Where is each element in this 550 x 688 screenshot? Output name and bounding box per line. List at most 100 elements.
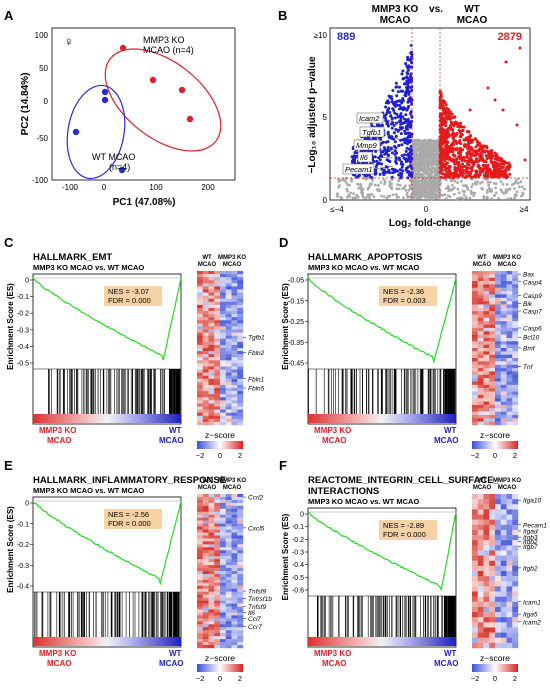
heat-cell bbox=[237, 323, 244, 327]
heat-cell bbox=[506, 571, 513, 577]
heat-cell bbox=[220, 298, 226, 302]
heat-cell bbox=[220, 421, 226, 426]
heat-cell bbox=[208, 274, 215, 278]
heat-cell bbox=[477, 637, 484, 644]
heat-cell bbox=[506, 622, 513, 628]
volcano-point-ns bbox=[410, 193, 413, 197]
heat-cell bbox=[225, 375, 232, 379]
heat-cell bbox=[489, 324, 496, 329]
volcano-point-ns bbox=[404, 184, 407, 188]
heat-cell bbox=[483, 581, 490, 587]
heat-cell bbox=[208, 529, 215, 533]
heat-cell bbox=[495, 622, 501, 628]
heat-cell bbox=[506, 411, 513, 416]
volcano-point-up bbox=[438, 161, 442, 165]
volcano-point-ns bbox=[418, 138, 421, 142]
volcano-point-ns bbox=[438, 190, 441, 194]
heat-cell bbox=[231, 544, 238, 548]
heat-cell bbox=[231, 326, 238, 330]
heat-cell bbox=[225, 326, 232, 330]
heat-cell bbox=[477, 271, 484, 275]
heat-cell bbox=[225, 630, 232, 634]
volcano-point-ns bbox=[485, 196, 489, 200]
heat-cell bbox=[237, 532, 244, 536]
volcano-point-down bbox=[399, 162, 403, 166]
heat-cell bbox=[208, 550, 215, 554]
volcano-point-down bbox=[398, 104, 402, 107]
volcano-point-down bbox=[390, 116, 394, 120]
heat-cell bbox=[512, 358, 519, 362]
heat-cell bbox=[208, 348, 215, 352]
heat-cell bbox=[483, 307, 490, 312]
heat-cell bbox=[208, 418, 215, 423]
heat-cell bbox=[495, 571, 501, 577]
heat-cell bbox=[225, 320, 232, 324]
volcano-point-ns bbox=[391, 193, 395, 197]
volcano-point-ns bbox=[516, 181, 520, 185]
heat-cell bbox=[477, 297, 484, 302]
volcano-point-down bbox=[392, 108, 396, 112]
heat-cell bbox=[214, 645, 221, 649]
heat-cell bbox=[237, 304, 244, 309]
heat-cell bbox=[477, 632, 484, 638]
heat-cell bbox=[495, 404, 501, 409]
ko-group-label-2: MCAO (n=4) bbox=[143, 45, 194, 55]
heat-cell bbox=[483, 271, 490, 275]
heat-cell bbox=[202, 317, 209, 321]
heat-cell bbox=[231, 394, 238, 398]
volcano-point-down bbox=[394, 116, 397, 120]
heat-cell bbox=[231, 311, 238, 315]
volcano-point-down bbox=[406, 72, 410, 76]
volcano-point-down bbox=[385, 170, 389, 174]
heat-cell bbox=[483, 622, 490, 628]
heat-cell bbox=[214, 600, 221, 604]
gene-label: Mmp9 bbox=[356, 141, 378, 150]
heat-cell bbox=[214, 618, 221, 622]
heat-cell bbox=[477, 555, 484, 561]
volcano-point-up bbox=[477, 159, 481, 163]
heat-cell bbox=[472, 341, 478, 345]
volcano-point-ns bbox=[429, 140, 433, 144]
heat-cell bbox=[220, 532, 226, 536]
heat-cell bbox=[208, 594, 215, 598]
heat-cell bbox=[495, 277, 501, 282]
heat-cell bbox=[208, 624, 215, 628]
heat-cell bbox=[231, 526, 238, 530]
heat-cell bbox=[495, 596, 501, 602]
heat-cell bbox=[483, 617, 490, 623]
heat-cell bbox=[202, 568, 209, 572]
heat-cell bbox=[197, 403, 203, 407]
volcano-point-ns bbox=[418, 154, 421, 158]
heat-cell bbox=[225, 351, 232, 355]
heat-cell bbox=[225, 323, 232, 327]
panel-letter: B bbox=[278, 8, 287, 23]
volcano-point-up bbox=[492, 160, 496, 164]
volcano-point-ns bbox=[418, 146, 422, 150]
volcano-point-down bbox=[386, 130, 390, 134]
heat-cell bbox=[202, 520, 209, 524]
heat-cell bbox=[477, 344, 484, 349]
heat-cell bbox=[489, 540, 496, 546]
rank-label-ko: MMP3 KO bbox=[314, 426, 351, 435]
heat-cell bbox=[237, 565, 244, 569]
heat-cell bbox=[506, 391, 513, 396]
heat-cell bbox=[208, 579, 215, 584]
heat-cell bbox=[506, 311, 513, 315]
volcano-point-ns bbox=[419, 185, 423, 189]
heat-cell bbox=[197, 600, 203, 604]
heat-cell bbox=[197, 418, 203, 423]
heat-cell bbox=[208, 565, 215, 569]
heatmap bbox=[472, 494, 519, 649]
heat-cell bbox=[495, 364, 501, 369]
heat-cell bbox=[214, 526, 221, 530]
volcano-point-ns bbox=[468, 196, 472, 200]
heat-cell bbox=[237, 639, 244, 643]
heat-cell bbox=[237, 597, 244, 601]
heat-cell bbox=[237, 391, 244, 395]
heat-cell bbox=[512, 311, 519, 315]
heat-cell bbox=[208, 360, 215, 364]
heat-cell bbox=[500, 642, 507, 649]
volcano-point-up bbox=[442, 152, 446, 156]
heat-cell bbox=[225, 600, 232, 604]
heat-cell bbox=[500, 586, 507, 592]
